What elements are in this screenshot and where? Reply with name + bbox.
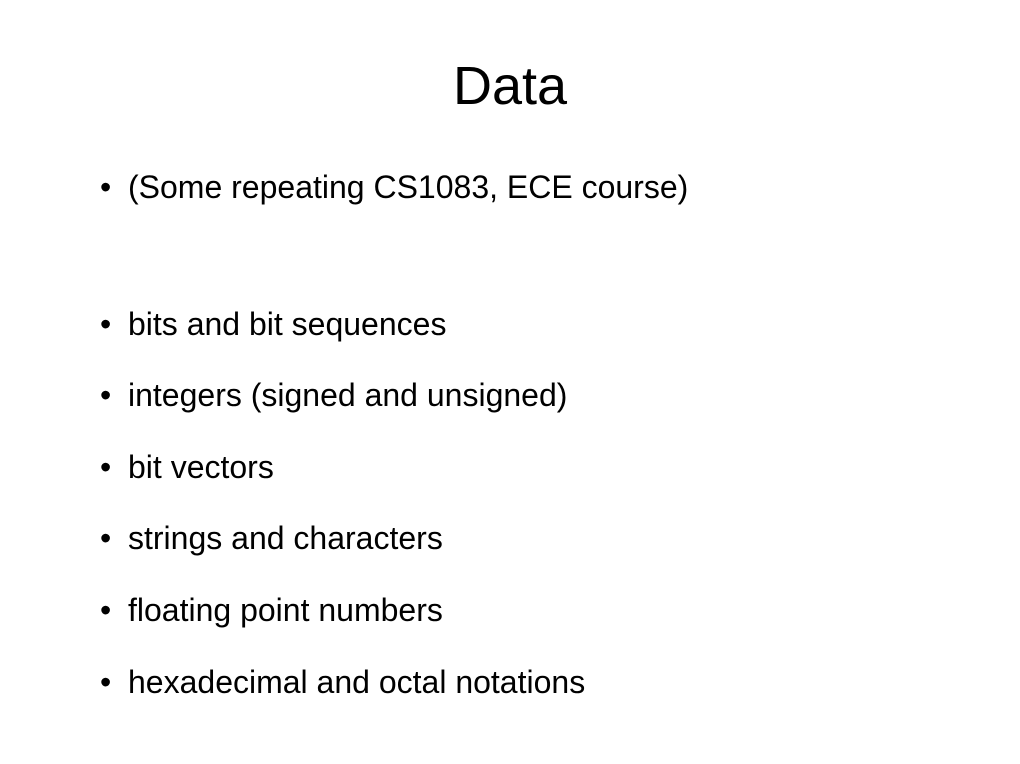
list-item: integers (signed and unsigned) bbox=[100, 375, 950, 417]
bullet-list: (Some repeating CS1083, ECE course) bits… bbox=[70, 167, 950, 703]
list-item: strings and characters bbox=[100, 518, 950, 560]
list-item: (Some repeating CS1083, ECE course) bbox=[100, 167, 950, 209]
slide-title: Data bbox=[70, 55, 950, 117]
list-item: floating point numbers bbox=[100, 590, 950, 632]
list-item: bit vectors bbox=[100, 447, 950, 489]
list-item: bits and bit sequences bbox=[100, 304, 950, 346]
list-item: hexadecimal and octal notations bbox=[100, 662, 950, 704]
